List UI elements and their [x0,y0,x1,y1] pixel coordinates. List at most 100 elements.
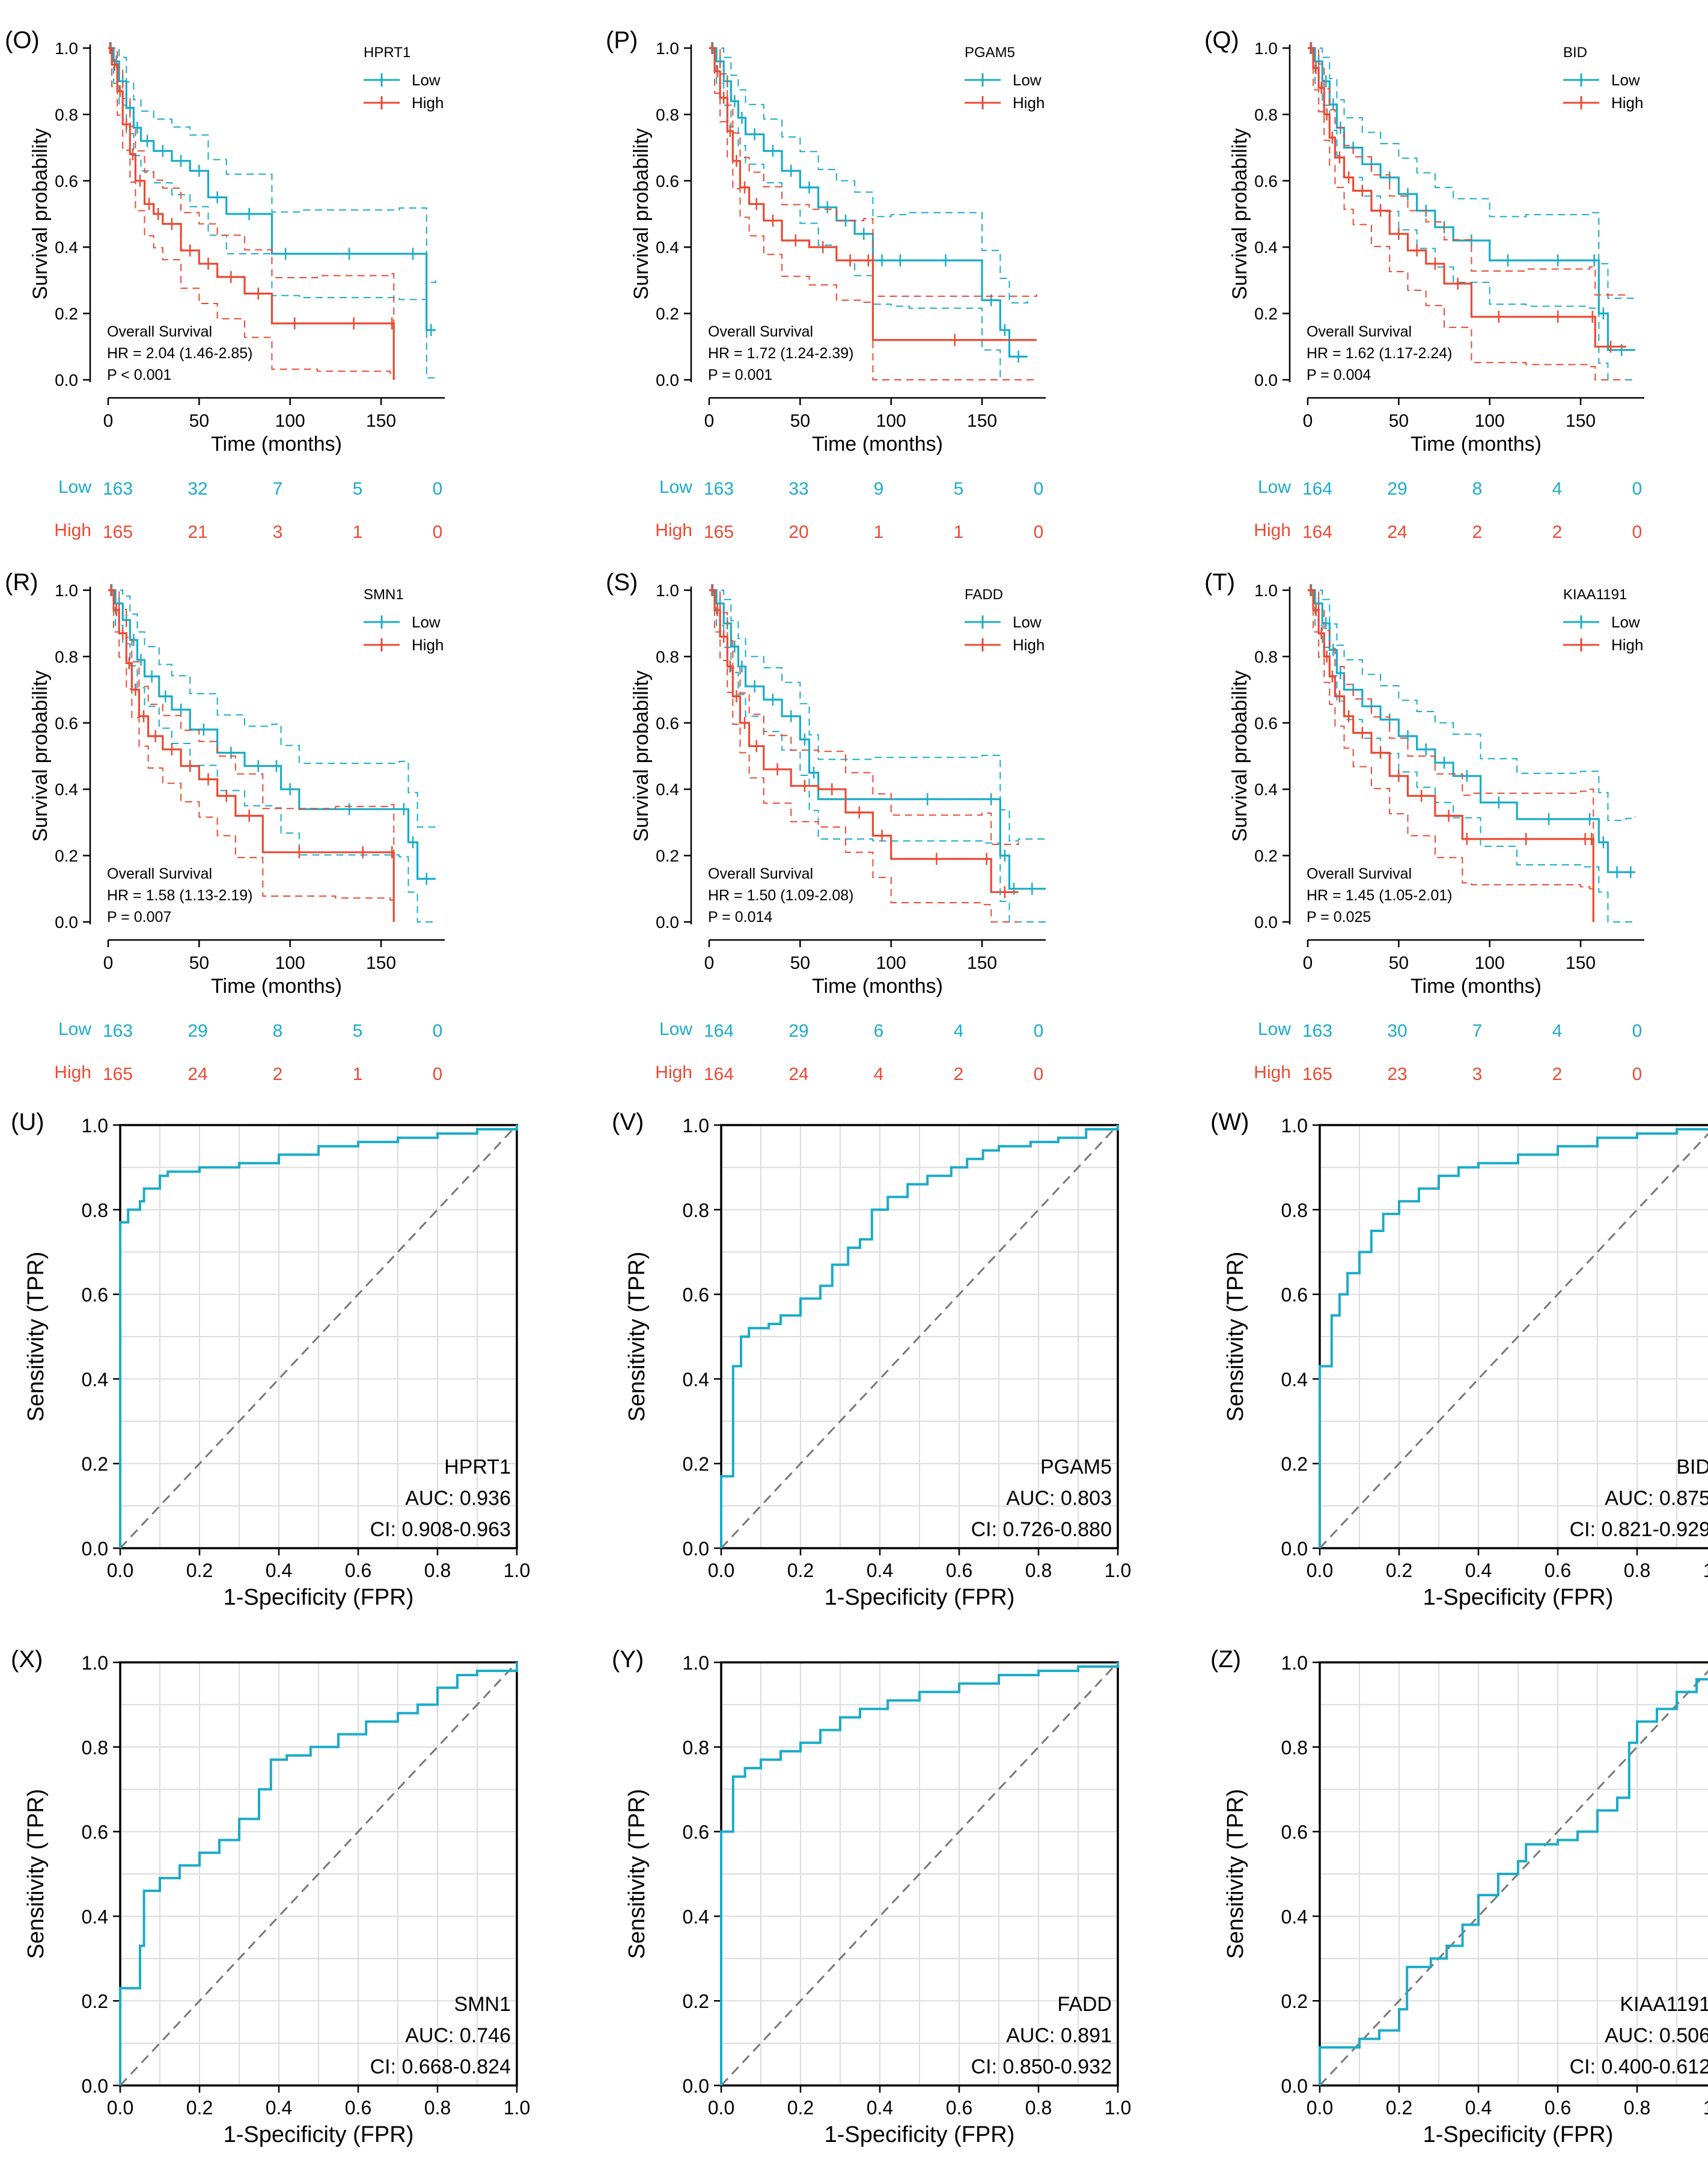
x-tick-label: 0 [103,411,114,431]
x-axis-label: Time (months) [1411,433,1542,456]
x-tick-label: 0.6 [946,1560,972,1581]
km-curve-high [108,47,395,380]
x-tick-label: 150 [967,953,997,973]
y-tick-label: 0.6 [1254,714,1278,733]
x-tick-label: 150 [1566,953,1596,973]
risk-count-high: 24 [1387,522,1407,542]
y-axis-label: Survival probability [29,128,52,299]
km-curve-low [1308,47,1635,351]
ci-upper-high [709,47,1037,297]
risk-count-high: 2 [273,1064,283,1084]
km-panel-fadd: (S) 0.0 0.2 0.4 0.6 0.8 1.0 0 50 100 150 Time (mont… [606,569,1046,1084]
roc-curve [1319,1128,1708,1548]
risk-count-low: 163 [103,479,133,499]
x-tick-label: 0.4 [1465,2097,1492,2119]
y-axis-label: Sensitivity (TPR) [1223,1789,1248,1959]
risk-row-label-high: High [1254,520,1291,540]
roc-ci-label: CI: 0.668-0.824 [370,2055,511,2078]
roc-panel-hprt1: (U) 0.0 0.2 0.4 0.6 0.8 1.0 0.0 0.2 0.4 0.6 0.8 1.0 1… [11,1109,530,1610]
y-tick-label: 1.0 [55,581,78,600]
km-curve-high [709,47,1037,341]
roc-ci-label: CI: 0.850-0.932 [971,2055,1112,2078]
y-tick-label: 0.0 [1281,2075,1308,2097]
risk-count-low: 8 [1472,479,1483,499]
km-stat-line: P = 0.004 [1307,367,1371,383]
y-tick-label: 0.2 [82,1453,108,1475]
risk-row-label-high: High [54,1063,91,1082]
km-curve-low [1308,589,1635,873]
km-stat-line: HR = 1.50 (1.09-2.08) [708,887,854,904]
x-tick-label: 150 [967,411,997,431]
ci-lower-high [1308,47,1626,380]
legend-label-high: High [412,94,444,112]
roc-ci-label: CI: 0.908-0.963 [370,1518,511,1541]
reference-diagonal [720,1661,1119,2087]
x-tick-label: 0.8 [424,1560,451,1581]
km-stat-line: Overall Survival [1307,323,1412,340]
risk-count-low: 7 [273,479,283,499]
x-tick-label: 1.0 [1105,2097,1131,2119]
y-tick-label: 0.4 [683,1906,709,1927]
x-tick-label: 100 [275,411,305,431]
legend-label-high: High [1611,636,1643,654]
x-tick-label: 0.0 [107,1560,133,1581]
y-axis-label: Survival probability [630,128,653,299]
y-tick-label: 0.0 [55,913,78,932]
panel-letter: (V) [612,1109,644,1135]
y-tick-label: 0.8 [82,1737,108,1759]
x-tick-label: 1.0 [504,2097,530,2119]
y-tick-label: 0.0 [1254,913,1278,932]
y-axis-label: Survival probability [630,670,653,841]
roc-panel-pgam5: (V) 0.0 0.2 0.4 0.6 0.8 1.0 0.0 0.2 0.4 0.6 0.8 1.0 1… [612,1109,1131,1610]
x-tick-label: 100 [876,953,906,973]
x-tick-label: 0.6 [946,2097,972,2119]
roc-auc-label: AUC: 0.891 [1006,2024,1112,2047]
risk-count-high: 165 [103,1064,133,1084]
y-tick-label: 0.2 [55,305,78,323]
reference-diagonal [720,1124,1119,1549]
km-stat-line: HR = 1.45 (1.05-2.01) [1307,887,1453,904]
y-tick-label: 0.4 [55,238,78,257]
risk-count-low: 32 [188,479,207,499]
km-stat-line: Overall Survival [708,323,813,340]
x-tick-label: 100 [876,411,906,431]
x-tick-label: 50 [189,953,209,973]
risk-count-high: 0 [1632,522,1642,542]
x-tick-label: 0.4 [266,2097,292,2119]
x-tick-label: 0.0 [1307,2097,1333,2119]
y-tick-label: 0.8 [656,105,679,124]
risk-count-high: 165 [704,522,734,542]
y-tick-label: 0.2 [656,847,679,865]
km-panel-kiaa1191: (T) 0.0 0.2 0.4 0.6 0.8 1.0 0 50 100 150 Time (mont… [1204,569,1644,1084]
y-tick-label: 0.8 [55,105,78,124]
x-tick-label: 0.0 [708,2097,734,2119]
roc-ci-label: CI: 0.726-0.880 [971,1518,1112,1541]
ci-upper-high [108,590,395,873]
roc-gene-label: BID [1676,1456,1708,1478]
y-tick-label: 0.6 [683,1822,709,1843]
km-curve-high [1308,47,1626,348]
x-axis-label: Time (months) [812,433,943,456]
risk-count-high: 0 [1034,1064,1044,1084]
y-tick-label: 0.8 [683,1200,709,1221]
x-tick-label: 0.6 [1545,1560,1571,1581]
x-tick-label: 0 [1303,953,1313,973]
y-tick-label: 1.0 [656,581,679,600]
reference-diagonal [119,1661,518,2087]
x-tick-label: 50 [790,953,810,973]
panel-letter: (X) [11,1646,43,1673]
panel-letter: (Q) [1204,27,1239,53]
risk-count-high: 4 [874,1064,884,1084]
y-axis-label: Survival probability [1228,128,1251,299]
risk-count-high: 24 [788,1064,808,1084]
km-stat-line: HR = 1.62 (1.17-2.24) [1307,345,1453,362]
roc-gene-label: FADD [1057,1993,1112,2016]
risk-count-low: 6 [874,1021,884,1041]
ci-upper-low [108,47,436,283]
y-tick-label: 0.8 [1281,1200,1308,1221]
y-tick-label: 1.0 [1281,1652,1308,1674]
risk-row-label-low: Low [659,1019,692,1039]
y-tick-label: 0.0 [1254,371,1278,389]
roc-curve [1319,1678,1708,2085]
y-axis-label: Survival probability [1228,670,1251,841]
